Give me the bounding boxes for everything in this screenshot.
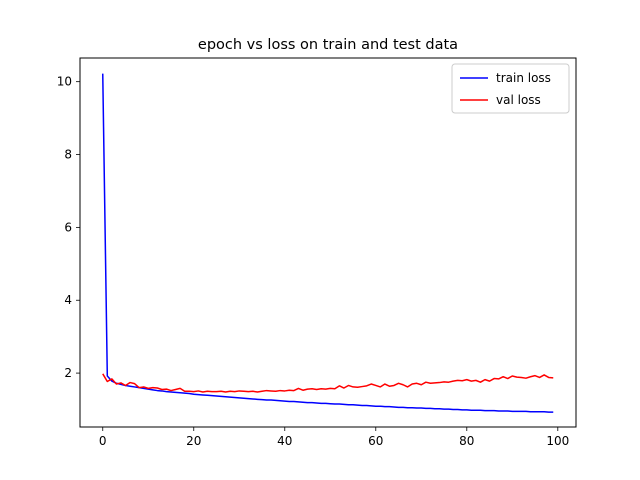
legend-label-val-loss: val loss xyxy=(496,93,541,107)
y-tick-label: 6 xyxy=(64,220,72,234)
x-tick-label: 80 xyxy=(459,434,474,448)
x-tick-label: 60 xyxy=(368,434,383,448)
legend-label-train-loss: train loss xyxy=(496,71,551,85)
plot-area: 0 20 40 60 80 100 2 4 6 8 10 xyxy=(57,73,569,448)
x-tick-label: 20 xyxy=(186,434,201,448)
x-tick-label: 40 xyxy=(277,434,292,448)
y-tick-label: 10 xyxy=(57,75,72,89)
y-tick-label: 4 xyxy=(64,293,72,307)
legend: train loss val loss xyxy=(451,63,570,114)
x-tick-label: 100 xyxy=(546,434,569,448)
series-line-val-loss xyxy=(102,373,554,393)
y-tick-label: 2 xyxy=(64,366,72,380)
x-tick-label: 0 xyxy=(99,434,107,448)
y-tick-label: 8 xyxy=(64,148,72,162)
axes-frame xyxy=(79,57,577,428)
chart-title: epoch vs loss on train and test data xyxy=(198,37,458,53)
series-line-train-loss xyxy=(102,73,554,413)
